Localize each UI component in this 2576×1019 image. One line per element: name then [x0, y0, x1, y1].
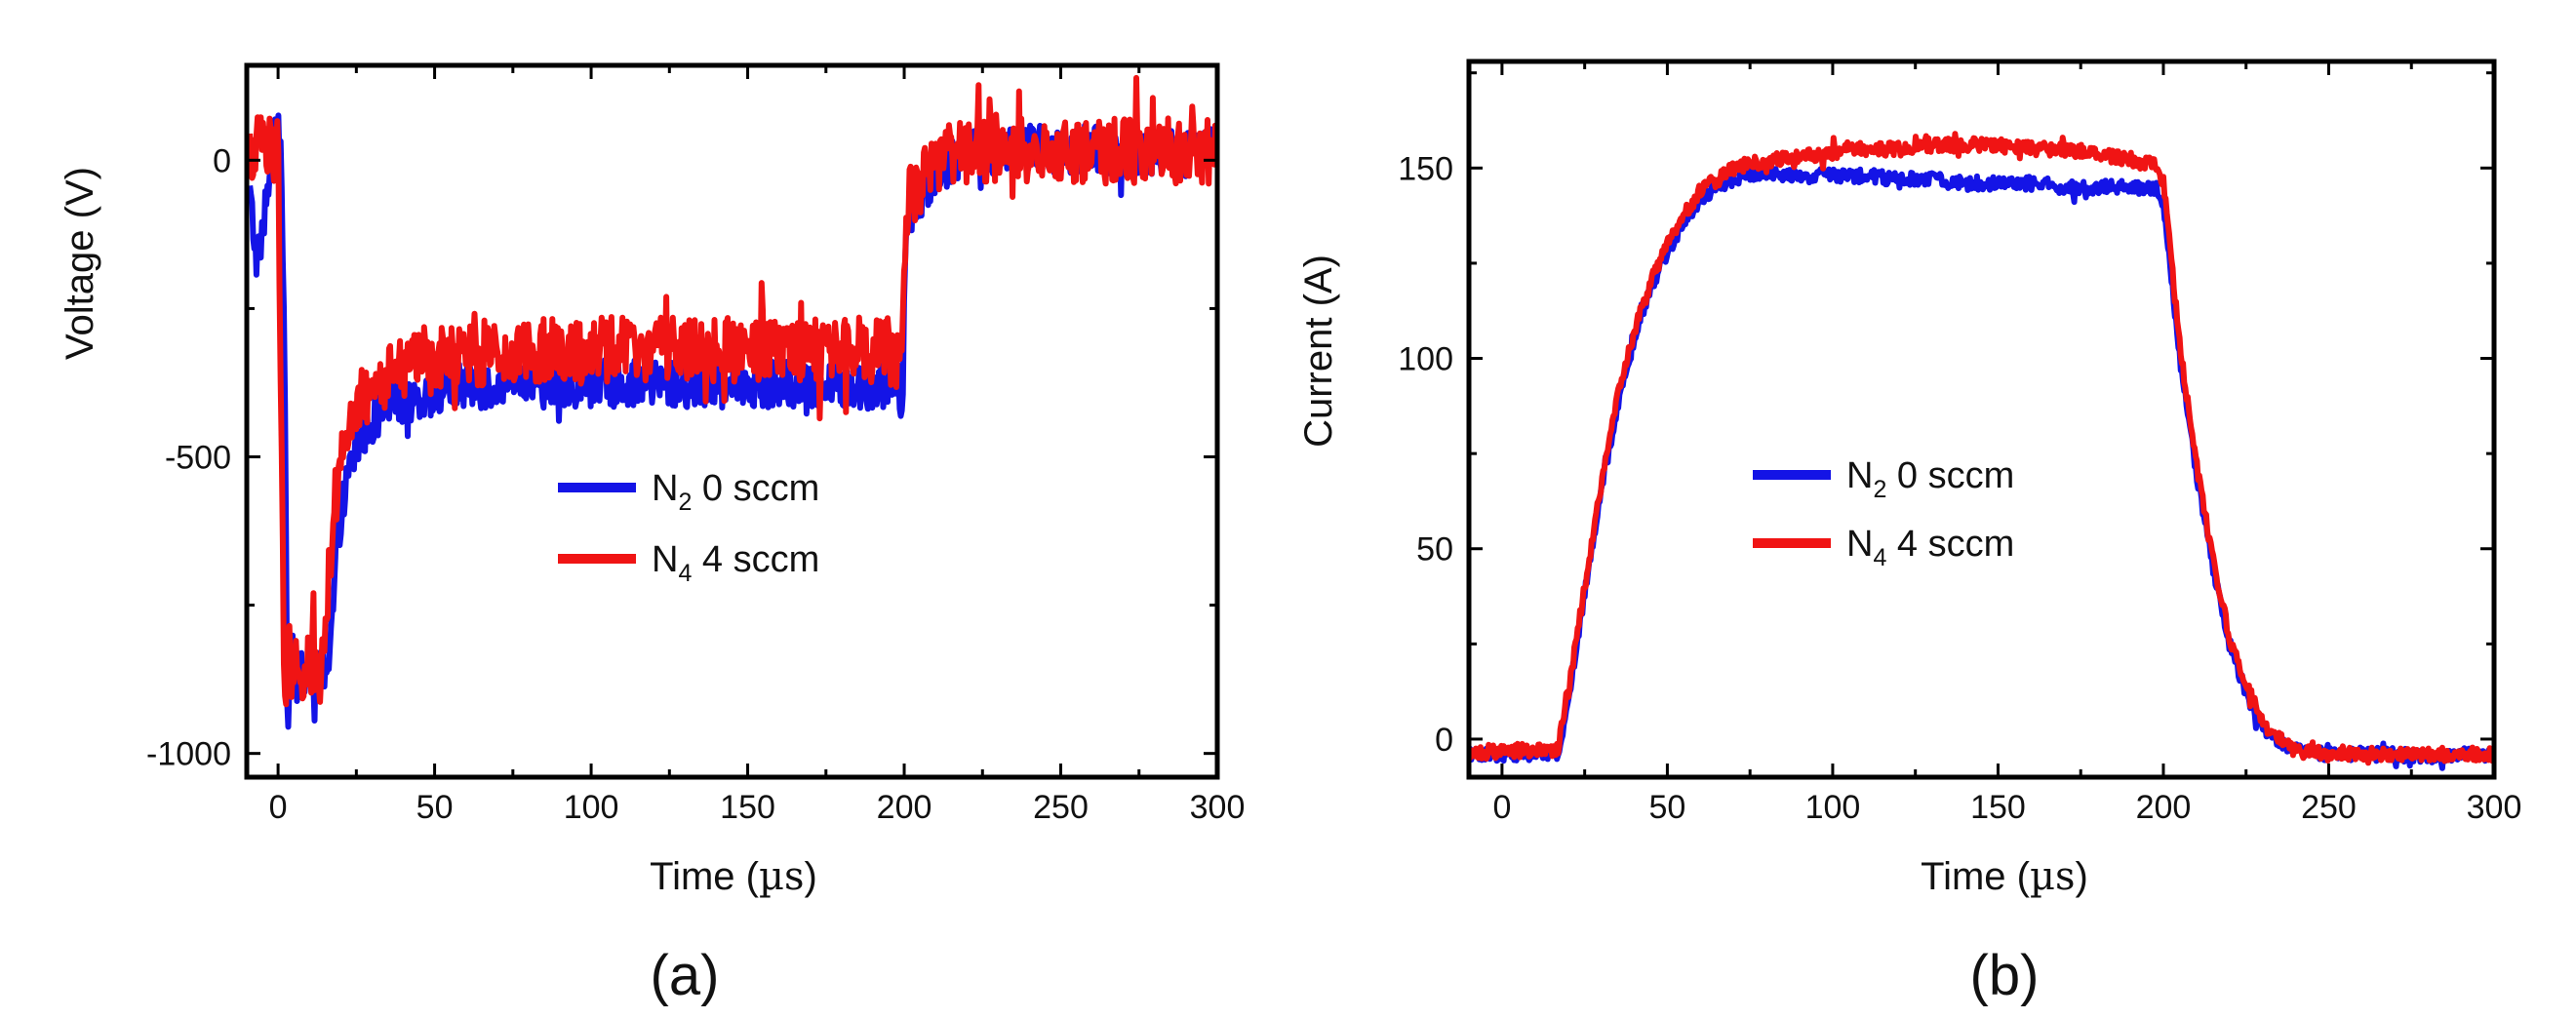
x-tick-label-b-5: 250 [2301, 789, 2357, 826]
plot-area-a: 0 50 100 150 200 250 300 0 -500 -1000 [146, 62, 1246, 826]
series-line-a-1 [247, 74, 1217, 708]
plot-area-b: 0 50 100 150 200 250 300 0 50 100 150 [1398, 59, 2522, 826]
legend-label-a-0: N2 0 sccm [652, 468, 819, 516]
x-tick-label-a-2: 100 [564, 789, 619, 826]
y-tick-label-b-0: 0 [1435, 722, 1453, 759]
x-axis-title-b: Time (µs) [1921, 854, 2088, 899]
x-tick-label-a-6: 300 [1190, 789, 1246, 826]
x-tick-label-b-6: 300 [2467, 789, 2522, 826]
legend-label-b-0: N2 0 sccm [1846, 455, 2014, 503]
x-tick-label-a-4: 200 [877, 789, 932, 826]
y-tick-label-b-2: 100 [1398, 341, 1453, 378]
x-tick-label-b-4: 200 [2136, 789, 2192, 826]
x-axis-title-a: Time (µs) [650, 854, 817, 899]
x-tick-label-a-5: 250 [1033, 789, 1089, 826]
x-tick-label-b-3: 150 [1970, 789, 2026, 826]
x-tick-label-b-0: 0 [1492, 789, 1511, 826]
legend-label-b-1: N4 4 sccm [1846, 524, 2014, 571]
legend-a: N2 0 sccm N4 4 sccm [558, 468, 819, 587]
plot-frame-b [1466, 59, 2497, 780]
y-tick-label-a-0: 0 [213, 142, 231, 179]
y-axis-title-a: Voltage (V) [59, 167, 101, 360]
legend-b: N2 0 sccm N4 4 sccm [1753, 455, 2014, 571]
plot-frame-a [244, 62, 1220, 780]
y-axis-title-b: Current (A) [1297, 255, 1340, 448]
chart-panel-a: 0 50 100 150 200 250 300 0 -500 -1000 Voltage (V)… [59, 62, 1246, 1007]
x-tick-label-a-1: 50 [416, 789, 454, 826]
panel-label-b: (b) [1970, 944, 2040, 1007]
x-tick-label-b-2: 100 [1805, 789, 1861, 826]
x-tick-label-b-1: 50 [1649, 789, 1686, 826]
y-tick-label-a-1: -500 [165, 440, 231, 477]
x-tick-label-a-3: 150 [720, 789, 775, 826]
y-tick-label-b-1: 50 [1416, 531, 1453, 568]
panel-label-a: (a) [651, 944, 720, 1007]
legend-label-a-1: N4 4 sccm [652, 539, 819, 587]
x-tick-label-a-0: 0 [269, 789, 288, 826]
series-line-b-1 [1469, 131, 2494, 766]
y-tick-label-b-3: 150 [1398, 150, 1453, 187]
y-tick-label-a-2: -1000 [146, 736, 231, 773]
